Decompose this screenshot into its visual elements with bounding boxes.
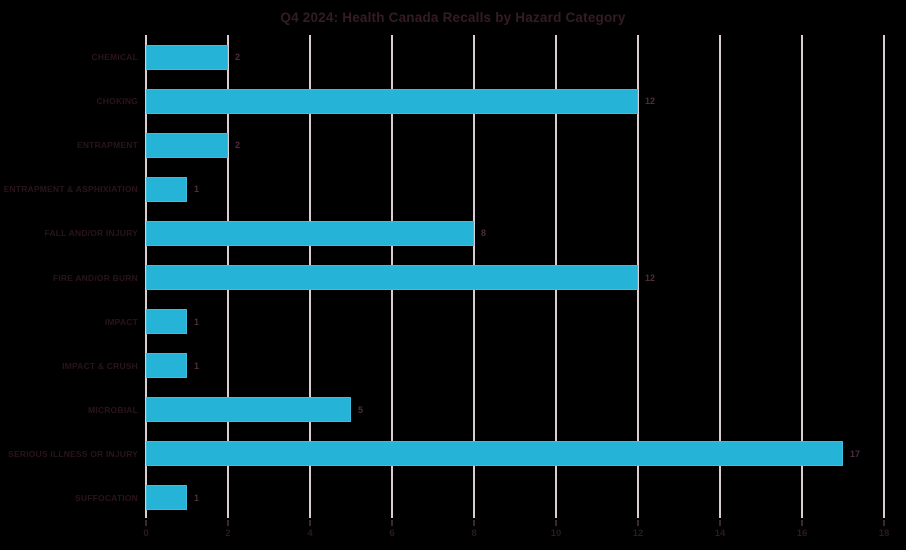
category-label: ENTRAPMENT <box>76 140 138 151</box>
chart-title: Q4 2024: Health Canada Recalls by Hazard… <box>280 10 626 25</box>
bar <box>146 397 351 423</box>
bar-row: MICROBIAL 5 <box>0 388 906 432</box>
x-tick-label: 2 <box>225 528 231 539</box>
x-tick-mark <box>227 520 229 526</box>
value-label: 17 <box>850 448 861 459</box>
value-label: 2 <box>235 140 241 151</box>
gridline <box>637 35 639 518</box>
bar-row: IMPACT 1 <box>0 300 906 344</box>
bar <box>146 441 843 467</box>
bar-row: SUFFOCATION 1 <box>0 476 906 520</box>
value-label: 1 <box>194 184 200 195</box>
category-label: FIRE AND/OR BURN <box>52 272 138 283</box>
gridline <box>883 35 885 518</box>
bar <box>146 88 638 114</box>
category-label: MICROBIAL <box>88 404 138 415</box>
x-axis: 0 2 4 6 8 10 12 14 16 18 <box>143 518 889 548</box>
bar <box>146 176 187 202</box>
x-tick-label: 6 <box>389 528 395 539</box>
category-label: IMPACT & CRUSH <box>62 360 138 371</box>
x-tick-mark <box>883 520 885 526</box>
x-tick-mark <box>719 520 721 526</box>
value-label: 1 <box>194 492 200 503</box>
bar <box>146 265 638 291</box>
bar-row: CHEMICAL 2 <box>0 35 906 79</box>
value-label: 5 <box>358 404 364 415</box>
bar-row: FIRE AND/OR BURN 12 <box>0 255 906 299</box>
category-label: SERIOUS ILLNESS OR INJURY <box>8 448 138 459</box>
x-tick-mark <box>309 520 311 526</box>
value-label: 1 <box>194 316 200 327</box>
x-tick-label: 8 <box>471 528 477 539</box>
x-tick-mark <box>801 520 803 526</box>
bar-row: ENTRAPMENT 2 <box>0 123 906 167</box>
x-tick-label: 14 <box>714 528 726 539</box>
value-label: 2 <box>235 52 241 63</box>
bar-rows: CHEMICAL 2 CHOKING 12 ENTRAPMENT 2 ENTRAPMENT … <box>0 35 906 520</box>
bar-row: FALL AND/OR INJURY 8 <box>0 211 906 255</box>
bar <box>146 44 228 70</box>
bar <box>146 309 187 335</box>
bar <box>146 353 187 379</box>
category-label: CHEMICAL <box>91 52 138 63</box>
gridline <box>801 35 803 518</box>
gridline <box>719 35 721 518</box>
x-tick-label: 18 <box>878 528 890 539</box>
x-tick-mark <box>473 520 475 526</box>
category-label: SUFFOCATION <box>75 492 138 503</box>
category-label: CHOKING <box>96 96 138 107</box>
value-label: 8 <box>481 228 487 239</box>
category-label: ENTRAPMENT & ASPHIXIATION <box>3 184 138 195</box>
x-tick-mark <box>391 520 393 526</box>
x-tick-label: 10 <box>550 528 562 539</box>
category-label: FALL AND/OR INJURY <box>44 228 138 239</box>
bar <box>146 485 187 511</box>
bar <box>146 132 228 158</box>
category-label: IMPACT <box>104 316 138 327</box>
x-tick-label: 16 <box>796 528 808 539</box>
bar-row: ENTRAPMENT & ASPHIXIATION 1 <box>0 167 906 211</box>
bar-row: CHOKING 12 <box>0 79 906 123</box>
x-tick-label: 12 <box>632 528 644 539</box>
bar-row: IMPACT & CRUSH 1 <box>0 344 906 388</box>
x-tick-label: 4 <box>307 528 313 539</box>
value-label: 12 <box>645 272 656 283</box>
x-tick-mark <box>555 520 557 526</box>
bar <box>146 220 474 246</box>
x-tick-mark <box>637 520 639 526</box>
x-tick-mark <box>145 520 147 526</box>
x-tick-label: 0 <box>143 528 149 539</box>
value-label: 12 <box>645 96 656 107</box>
value-label: 1 <box>194 360 200 371</box>
bar-row: SERIOUS ILLNESS OR INJURY 17 <box>0 432 906 476</box>
